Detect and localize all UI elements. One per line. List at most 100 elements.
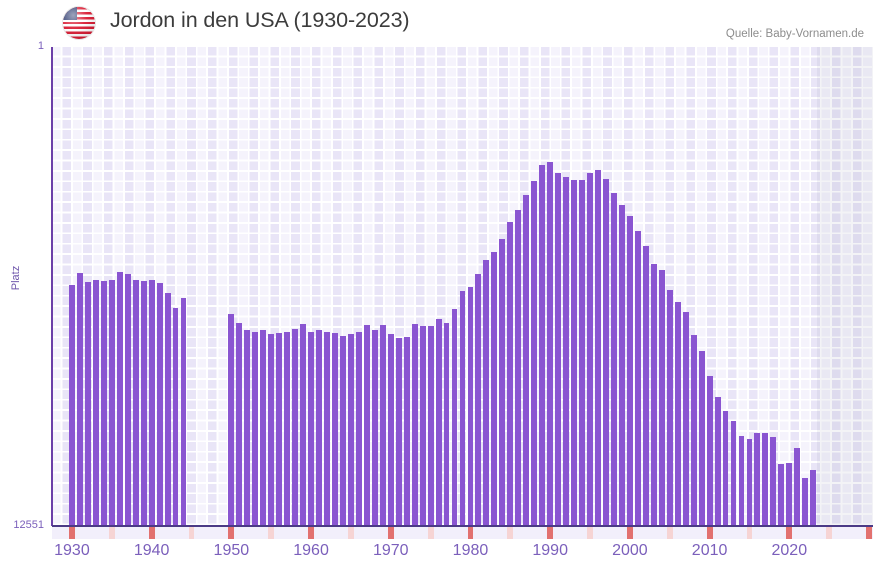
bar [308, 332, 314, 525]
bar [403, 337, 410, 525]
bar [451, 309, 458, 525]
bar [491, 251, 498, 525]
x-tick-minor [268, 527, 275, 539]
bar [770, 436, 777, 525]
x-axis-tick-label: 2000 [612, 542, 648, 559]
bar [618, 204, 625, 525]
bar [124, 273, 131, 525]
bar [371, 330, 378, 525]
bar [284, 331, 291, 525]
bar [180, 297, 187, 525]
bar [547, 161, 554, 525]
bar [68, 285, 75, 525]
bar [603, 179, 609, 525]
bar [682, 312, 689, 525]
bar [292, 328, 299, 525]
bar [555, 172, 562, 525]
bar [164, 292, 171, 525]
bar [650, 264, 657, 525]
bar [610, 193, 617, 525]
bar [666, 290, 673, 525]
bar [236, 323, 243, 525]
bar [706, 375, 713, 525]
bar [339, 336, 346, 525]
bar [427, 325, 434, 525]
x-tick-minor [826, 527, 833, 539]
x-tick-major [706, 527, 713, 539]
x-tick-minor [347, 527, 354, 539]
bar [674, 302, 681, 525]
x-axis-tick-label: 1980 [452, 542, 489, 559]
bar [754, 432, 761, 525]
x-tick-minor [427, 527, 434, 539]
x-tick-major [228, 527, 235, 539]
bar [324, 331, 330, 525]
bar [76, 272, 83, 525]
x-tick-major [387, 527, 394, 539]
bar [690, 334, 697, 525]
bar [722, 411, 729, 525]
y-axis-top-label: 1 [37, 40, 44, 52]
x-axis-tick-label: 2020 [771, 542, 808, 559]
bar [84, 282, 91, 525]
bar [395, 337, 402, 525]
bar [762, 433, 769, 525]
source-label: Quelle: Baby-Vornamen.de [725, 28, 864, 40]
bar [563, 176, 570, 525]
bar [595, 169, 601, 525]
bar [507, 222, 514, 525]
x-axis-tick-label: 1930 [54, 542, 90, 559]
bar [794, 447, 801, 525]
x-tick-major [866, 527, 872, 539]
page-title: Jordon in den USA (1930-2023) [110, 8, 410, 32]
x-axis-tick-label: 1990 [532, 542, 568, 559]
bar [100, 281, 107, 525]
bar [148, 280, 155, 525]
bar [810, 469, 817, 525]
bar-series [52, 47, 873, 525]
bar [539, 165, 546, 525]
x-tick-minor [666, 527, 673, 539]
bar [252, 332, 259, 525]
future-range-shading [817, 47, 873, 525]
x-tick-major [148, 527, 155, 539]
bar [379, 324, 386, 525]
bar [738, 435, 745, 525]
bar [435, 319, 442, 525]
x-tick-minor [188, 527, 195, 539]
x-axis-labels: 1930 1940 1950 1960 1970 1980 1990 2000 2010 2020 [52, 542, 873, 566]
bar [571, 179, 578, 525]
bar [132, 279, 139, 525]
bar [172, 307, 179, 525]
bar [802, 478, 809, 525]
bar [244, 330, 251, 525]
x-axis-tick-label: 2010 [691, 542, 728, 559]
x-tick-major [547, 527, 554, 539]
bar [483, 259, 490, 525]
x-axis-tick-label: 1950 [213, 542, 250, 559]
y-axis-title: Platz [10, 265, 22, 291]
bar [730, 421, 737, 525]
x-tick-minor [587, 527, 593, 539]
bar [316, 330, 322, 525]
bar [475, 274, 482, 525]
y-axis-line [51, 47, 53, 526]
bar [634, 230, 641, 525]
bar [746, 438, 753, 525]
x-axis-tick-label: 1970 [372, 542, 409, 559]
bar [116, 272, 123, 525]
x-tick-major [467, 527, 474, 539]
bar [531, 181, 538, 525]
bar [355, 332, 362, 525]
us-flag-icon [63, 7, 95, 39]
bar [786, 463, 793, 525]
bar [260, 330, 267, 525]
bar [108, 279, 115, 525]
x-tick-major [786, 527, 793, 539]
x-tick-minor [108, 527, 115, 539]
x-tick-minor [507, 527, 514, 539]
x-axis-tick-strip [52, 527, 873, 539]
bar [642, 245, 649, 525]
x-tick-major [626, 527, 633, 539]
